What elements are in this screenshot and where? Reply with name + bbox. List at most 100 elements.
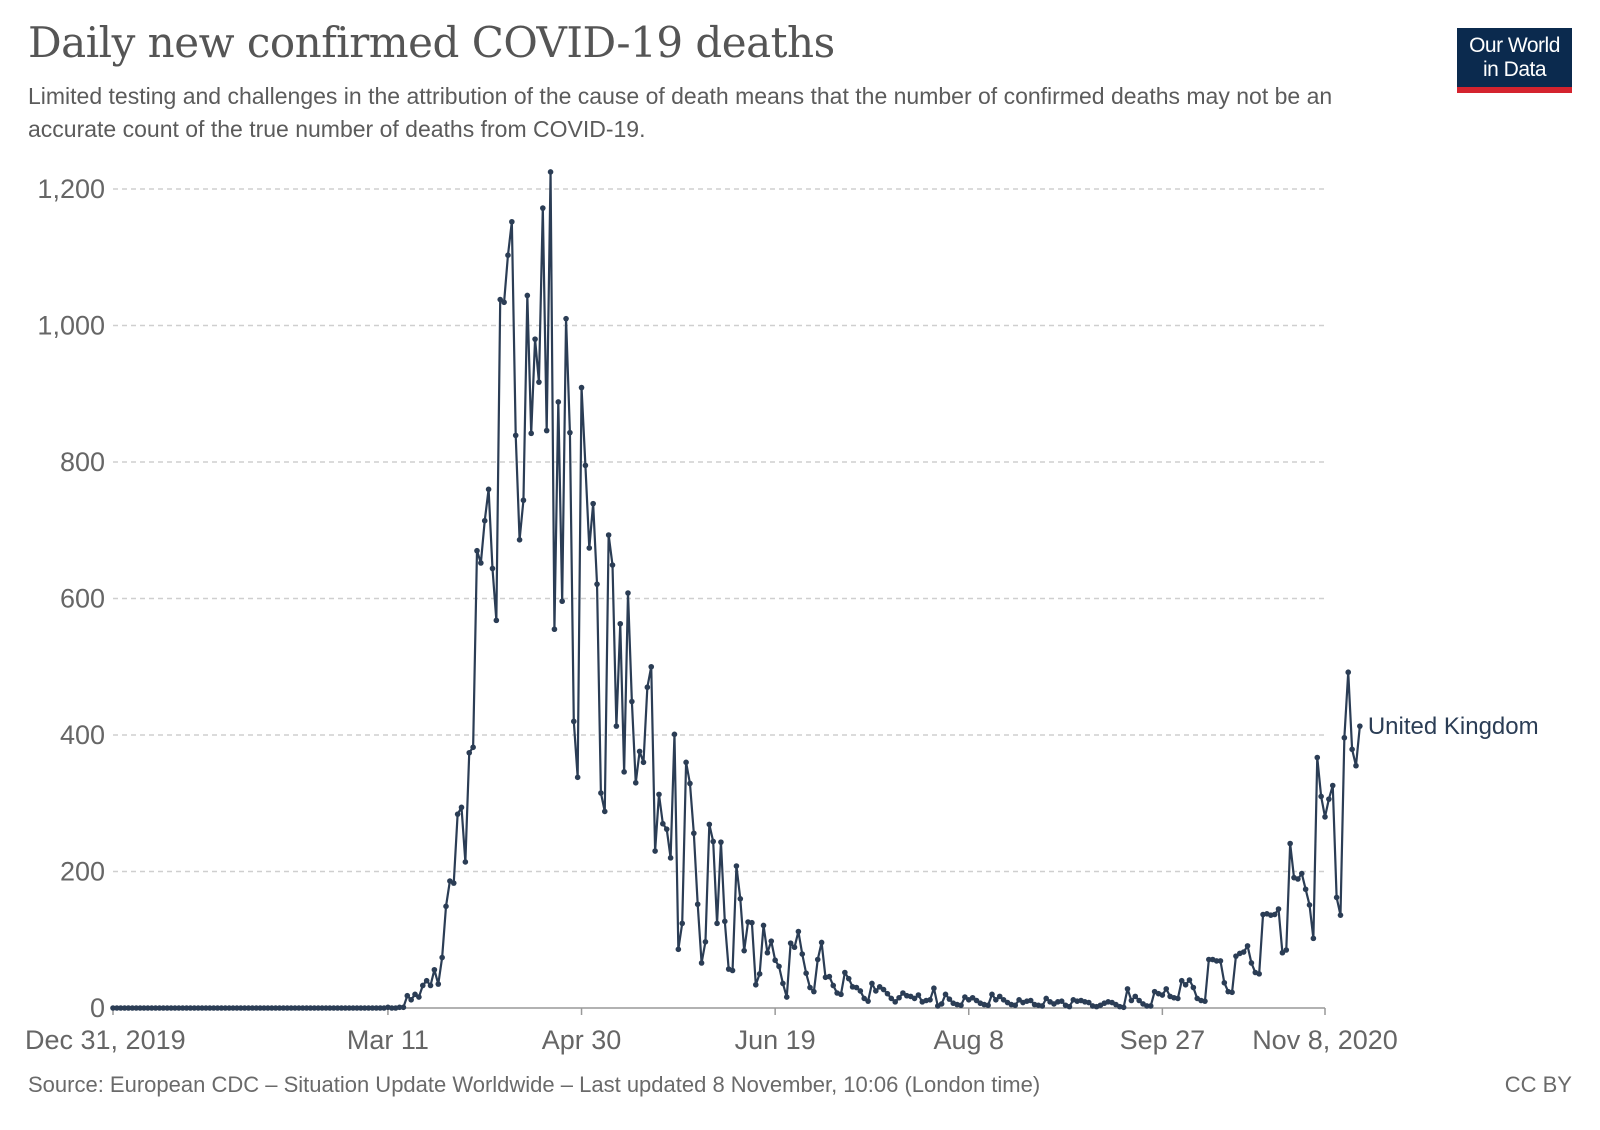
data-point[interactable]: [892, 999, 898, 1005]
data-point[interactable]: [799, 951, 806, 957]
data-point[interactable]: [396, 1004, 403, 1011]
data-point[interactable]: [811, 988, 817, 995]
data-point[interactable]: [1058, 998, 1065, 1004]
data-point[interactable]: [280, 1005, 287, 1011]
data-point[interactable]: [1159, 992, 1166, 998]
data-point[interactable]: [1314, 754, 1321, 761]
data-point[interactable]: [605, 532, 612, 538]
data-point[interactable]: [989, 991, 995, 998]
data-point[interactable]: [520, 497, 527, 504]
data-point[interactable]: [1345, 669, 1352, 676]
data-point[interactable]: [578, 384, 585, 391]
data-point[interactable]: [722, 918, 728, 925]
data-point[interactable]: [365, 1005, 372, 1011]
data-point[interactable]: [900, 990, 906, 996]
data-point[interactable]: [307, 1005, 314, 1011]
data-point[interactable]: [648, 663, 655, 670]
data-point[interactable]: [640, 759, 647, 766]
data-point[interactable]: [884, 990, 891, 997]
data-point[interactable]: [737, 896, 744, 902]
data-point[interactable]: [663, 826, 670, 832]
data-point[interactable]: [1128, 997, 1135, 1004]
data-point[interactable]: [888, 995, 895, 1002]
data-point[interactable]: [694, 901, 701, 908]
data-point[interactable]: [555, 399, 562, 405]
data-point[interactable]: [570, 718, 577, 725]
data-point[interactable]: [226, 1005, 232, 1011]
data-point[interactable]: [1298, 870, 1305, 877]
data-point[interactable]: [1086, 999, 1092, 1006]
data-point[interactable]: [423, 977, 430, 984]
data-point[interactable]: [261, 1005, 267, 1011]
data-point[interactable]: [1012, 1002, 1019, 1009]
data-point[interactable]: [199, 1005, 205, 1011]
data-point[interactable]: [787, 940, 794, 946]
data-point[interactable]: [241, 1005, 248, 1011]
data-point[interactable]: [1256, 971, 1262, 977]
data-point[interactable]: [400, 1004, 407, 1011]
data-point[interactable]: [536, 379, 542, 385]
data-point[interactable]: [230, 1005, 236, 1011]
data-point[interactable]: [361, 1005, 368, 1011]
data-point[interactable]: [296, 1005, 302, 1011]
data-point[interactable]: [617, 620, 624, 627]
data-point[interactable]: [478, 560, 484, 566]
data-point[interactable]: [327, 1005, 333, 1011]
data-point[interactable]: [311, 1005, 318, 1011]
data-point[interactable]: [629, 698, 635, 705]
data-point[interactable]: [1147, 1003, 1154, 1009]
data-point[interactable]: [1306, 902, 1313, 908]
data-point[interactable]: [222, 1005, 229, 1011]
data-point[interactable]: [412, 991, 418, 998]
data-point[interactable]: [276, 1005, 283, 1011]
data-point[interactable]: [973, 997, 980, 1004]
data-point[interactable]: [927, 997, 933, 1003]
data-point[interactable]: [996, 993, 1003, 1000]
data-point[interactable]: [299, 1005, 306, 1011]
data-point[interactable]: [621, 769, 627, 775]
data-point[interactable]: [613, 723, 620, 729]
data-point[interactable]: [590, 500, 596, 507]
data-point[interactable]: [1357, 723, 1363, 729]
data-point[interactable]: [512, 432, 519, 439]
data-point[interactable]: [543, 427, 550, 434]
data-point[interactable]: [443, 903, 449, 910]
data-point[interactable]: [237, 1005, 244, 1011]
data-point[interactable]: [203, 1005, 209, 1011]
data-point[interactable]: [679, 920, 686, 927]
data-point[interactable]: [958, 1002, 964, 1009]
data-point[interactable]: [408, 997, 414, 1003]
data-point[interactable]: [714, 920, 720, 927]
data-point[interactable]: [741, 947, 747, 954]
data-point[interactable]: [764, 949, 771, 956]
data-point[interactable]: [1279, 949, 1286, 956]
data-point[interactable]: [489, 565, 496, 572]
data-point[interactable]: [195, 1005, 201, 1011]
data-point[interactable]: [1341, 734, 1348, 741]
data-point[interactable]: [1283, 947, 1290, 953]
data-point[interactable]: [803, 970, 809, 976]
data-point[interactable]: [1163, 986, 1170, 992]
data-point[interactable]: [830, 982, 837, 989]
data-point[interactable]: [1287, 840, 1293, 847]
data-point[interactable]: [780, 980, 786, 987]
data-point[interactable]: [358, 1005, 364, 1011]
data-point[interactable]: [334, 1005, 341, 1011]
data-point[interactable]: [1302, 886, 1309, 893]
data-point[interactable]: [1248, 960, 1255, 966]
data-point[interactable]: [210, 1005, 217, 1011]
data-point[interactable]: [156, 1005, 163, 1011]
data-point[interactable]: [931, 985, 937, 992]
data-point[interactable]: [110, 1005, 116, 1011]
data-point[interactable]: [559, 598, 565, 605]
data-point[interactable]: [609, 562, 616, 568]
data-point[interactable]: [1178, 977, 1185, 984]
data-point[interactable]: [214, 1005, 221, 1011]
data-point[interactable]: [179, 1005, 186, 1011]
data-point[interactable]: [245, 1005, 252, 1011]
data-point[interactable]: [129, 1005, 136, 1011]
data-point[interactable]: [1326, 796, 1332, 802]
data-point[interactable]: [497, 296, 504, 303]
data-point[interactable]: [760, 922, 767, 929]
data-point[interactable]: [540, 205, 546, 211]
